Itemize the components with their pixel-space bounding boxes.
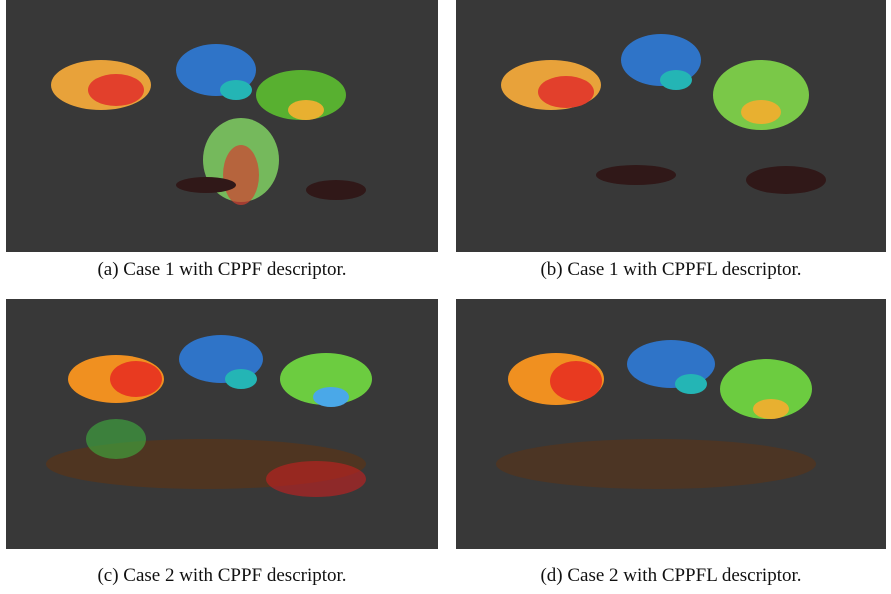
panel-image-c	[6, 299, 438, 549]
caption: (c) Case 2 with CPPF descriptor.	[6, 565, 438, 587]
panel-image-a	[6, 0, 438, 252]
figure: (a) Case 1 with CPPF descriptor. (b) Cas…	[0, 0, 891, 594]
panel-image-d	[456, 299, 886, 549]
caption: (a) Case 1 with CPPF descriptor.	[6, 259, 438, 281]
panel-image-b	[456, 0, 886, 252]
caption: (b) Case 1 with CPPFL descriptor.	[456, 259, 886, 281]
caption: (d) Case 2 with CPPFL descriptor.	[456, 565, 886, 587]
